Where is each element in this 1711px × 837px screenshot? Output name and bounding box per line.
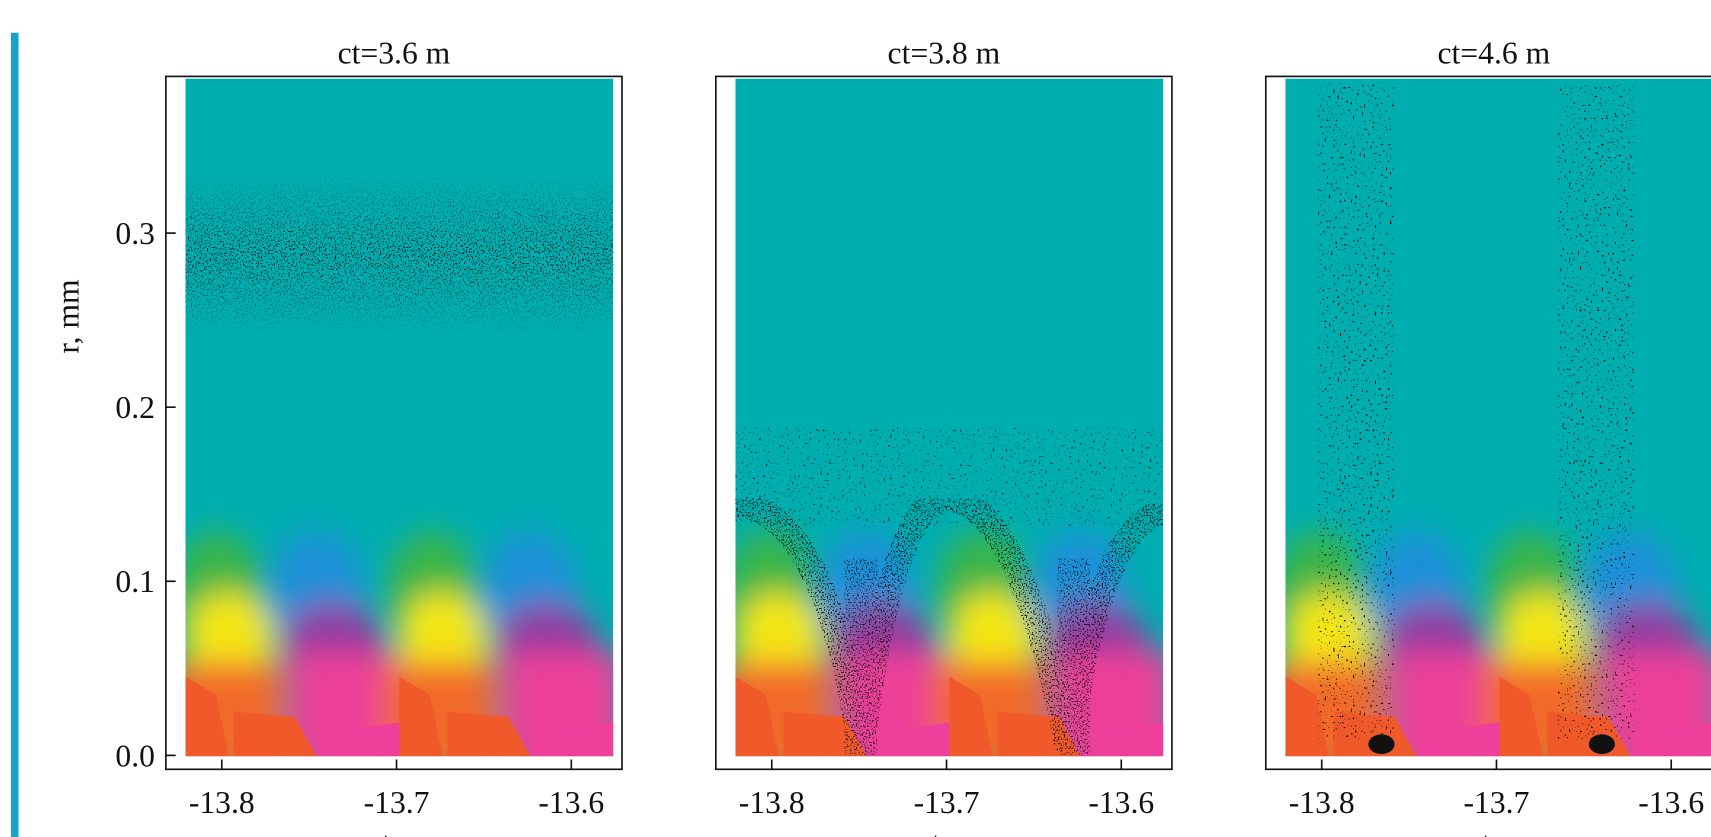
x-tick-label: -13.7 [1464,785,1530,820]
y-tick-label: 0.1 [115,564,155,599]
panel-title: ct=4.6 m [1437,35,1550,70]
x-tick-label: -13.6 [538,785,604,820]
x-tick-label: -13.6 [1088,785,1154,820]
x-axis-label: z-ct, cm [343,825,445,837]
field-map [169,79,623,772]
y-tick-label: 0.2 [115,390,155,425]
x-axis-label: z-ct, cm [893,825,995,837]
x-tick-label: -13.8 [739,785,805,820]
panel-title: ct=3.6 m [338,35,451,70]
field-map [719,79,1173,772]
x-tick-label: -13.7 [914,785,980,820]
y-tick-label: 0.0 [115,738,155,773]
x-tick-label: -13.7 [364,785,430,820]
field-map [1269,79,1711,772]
y-axis-label: r, mm [51,279,86,354]
x-axis-label: z-ct, cm [1443,825,1545,837]
particles [1318,84,1635,755]
accent-bar [10,32,19,837]
particles [185,172,614,337]
x-tick-label: -13.8 [189,785,255,820]
axes: ct=3.6 m -13.8 -13.7 -13.6 0.0 0.1 0.2 0.3 z-ct,… [51,35,1711,837]
particles [735,427,1164,756]
x-tick-label: -13.8 [1289,785,1355,820]
plot-frame [165,75,623,771]
y-tick-label: 0.3 [115,216,155,251]
x-tick-label: -13.6 [1638,785,1704,820]
plot-frame [715,75,1173,771]
panel-title: ct=3.8 m [888,35,1001,70]
plot-frame [1264,75,1711,771]
